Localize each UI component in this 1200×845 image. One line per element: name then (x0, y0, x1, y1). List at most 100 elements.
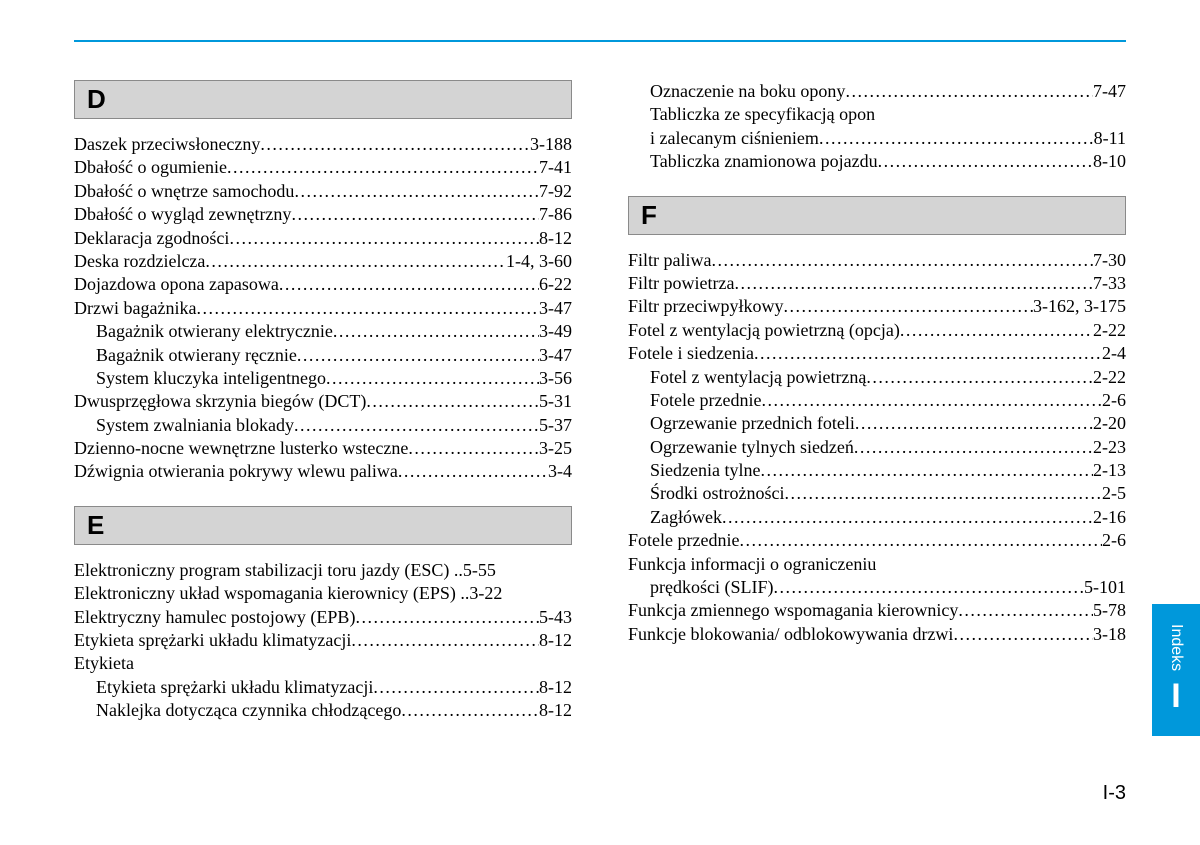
leader-dots (761, 389, 1102, 412)
index-entry-page: 2-22 (1093, 319, 1126, 342)
index-entry-page: 2-23 (1093, 436, 1126, 459)
index-entry: Fotele przednie 2-6 (628, 389, 1126, 412)
index-entry: Elektroniczny program stabilizacji toru … (74, 559, 572, 582)
index-entry-page: 5-101 (1084, 576, 1126, 599)
index-entry: Filtr powietrza7-33 (628, 272, 1126, 295)
leader-dots (739, 529, 1102, 552)
index-entry-page: 2-22 (1093, 366, 1126, 389)
index-section-header: F (628, 196, 1126, 235)
index-entry-label: Zagłówek (650, 506, 722, 529)
leader-dots (279, 273, 539, 296)
index-entry-page: 7-33 (1093, 272, 1126, 295)
index-entry: Dźwignia otwierania pokrywy wlewu paliwa… (74, 460, 572, 483)
index-entry-label: Filtr paliwa (628, 249, 712, 272)
index-entry: Fotele i siedzenia2-4 (628, 342, 1126, 365)
index-entry-label: Funkcja zmiennego wspomagania kierownicy (628, 599, 958, 622)
side-tab-label: Indeks (1167, 624, 1185, 671)
index-entry-page: 3-4 (548, 460, 572, 483)
index-entry-page: 3-162, 3-175 (1033, 295, 1126, 318)
index-entry-page: 3-18 (1093, 623, 1126, 646)
index-entry-page: 2-5 (1102, 482, 1126, 505)
index-section-header: E (74, 506, 572, 545)
index-entry: Etykieta (74, 652, 572, 675)
index-entry: Ogrzewanie tylnych siedzeń 2-23 (628, 436, 1126, 459)
index-entry-page: 8-12 (539, 629, 572, 652)
index-entry: Etykieta sprężarki układu klimatyzacji8-… (74, 676, 572, 699)
leader-dots (760, 459, 1093, 482)
index-entry-page: 2-6 (1102, 389, 1126, 412)
side-tab: Indeks I (1152, 604, 1200, 736)
index-entry: Filtr przeciwpyłkowy3-162, 3-175 (628, 295, 1126, 318)
index-entry: Funkcje blokowania/ odblokowywania drzwi… (628, 623, 1126, 646)
leader-dots (773, 576, 1084, 599)
index-entry-page: 5-37 (539, 414, 572, 437)
index-entry-label: Elektryczny hamulec postojowy (EPB) (74, 606, 355, 629)
index-entry-page: 3-47 (539, 297, 572, 320)
index-entry-page: 5-78 (1093, 599, 1126, 622)
leader-dots (373, 676, 539, 699)
index-entry-label: Bagażnik otwierany elektrycznie (96, 320, 333, 343)
index-entry-page: 2-13 (1093, 459, 1126, 482)
index-entry-page: 8-11 (1094, 127, 1126, 150)
index-entry-label: Etykieta (74, 652, 134, 675)
index-entry-label: Drzwi bagażnika (74, 297, 196, 320)
index-entry: Dwusprzęgłowa skrzynia biegów (DCT)5-31 (74, 390, 572, 413)
index-entry-label: Oznaczenie na boku opony (650, 80, 845, 103)
index-entry: Bagażnik otwierany ręcznie3-47 (74, 344, 572, 367)
index-entry-label: Tabliczka ze specyfikacją opon (650, 103, 875, 126)
leader-dots (712, 249, 1094, 272)
index-entry: Tabliczka znamionowa pojazdu 8-10 (628, 150, 1126, 173)
leader-dots (398, 460, 548, 483)
leader-dots (855, 412, 1093, 435)
index-entry-page: 7-86 (539, 203, 572, 226)
leader-dots (866, 366, 1093, 389)
leader-dots (366, 390, 539, 413)
index-entry-label: Fotele przednie (650, 389, 761, 412)
index-entry-label: Etykieta sprężarki układu klimatyzacji (74, 629, 351, 652)
index-entry-page: 7-30 (1093, 249, 1126, 272)
index-entry: Deklaracja zgodności8-12 (74, 227, 572, 250)
index-entry: Dbałość o wnętrze samochodu7-92 (74, 180, 572, 203)
index-entry: Ogrzewanie przednich foteli2-20 (628, 412, 1126, 435)
index-entry: Elektryczny hamulec postojowy (EPB)5-43 (74, 606, 572, 629)
index-entry: prędkości (SLIF)5-101 (628, 576, 1126, 599)
index-entry: Tabliczka ze specyfikacją opon (628, 103, 1126, 126)
index-entry-label: System kluczyka inteligentnego (96, 367, 326, 390)
index-entry-page: 5-55 (463, 559, 496, 582)
index-entry: Środki ostrożności 2-5 (628, 482, 1126, 505)
index-entry-label: Dbałość o wnętrze samochodu (74, 180, 294, 203)
index-entry-page: 3-25 (539, 437, 572, 460)
index-entry-page: 8-12 (539, 699, 572, 722)
index-entry-label: Elektroniczny program stabilizacji toru … (74, 559, 463, 582)
index-entry-label: Fotel z wentylacją powietrzną (650, 366, 866, 389)
leader-dots (294, 414, 539, 437)
index-entry-label: Środki ostrożności (650, 482, 785, 505)
index-entry-page: 7-41 (539, 156, 572, 179)
index-entry-label: Funkcje blokowania/ odblokowywania drzwi (628, 623, 953, 646)
index-entry: Filtr paliwa 7-30 (628, 249, 1126, 272)
index-entry: Deska rozdzielcza1-4, 3-60 (74, 250, 572, 273)
leader-dots (229, 227, 539, 250)
index-entry-page: 5-31 (539, 390, 572, 413)
index-entry: Dzienno-nocne wewnętrzne lusterko wstecz… (74, 437, 572, 460)
index-entry-label: Tabliczka znamionowa pojazdu (650, 150, 878, 173)
index-entry-page: 2-20 (1093, 412, 1126, 435)
leader-dots (297, 344, 539, 367)
index-entry-label: Siedzenia tylne (650, 459, 760, 482)
leader-dots (351, 629, 539, 652)
index-entry: Fotel z wentylacją powietrzną 2-22 (628, 366, 1126, 389)
leader-dots (854, 436, 1093, 459)
leader-dots (401, 699, 539, 722)
leader-dots (953, 623, 1093, 646)
index-entry-page: 8-12 (539, 227, 572, 250)
leader-dots (260, 133, 530, 156)
index-entry-label: Dojazdowa opona zapasowa (74, 273, 279, 296)
index-entry-label: Daszek przeciwsłoneczny (74, 133, 260, 156)
leader-dots (734, 272, 1093, 295)
index-entry-page: 8-10 (1093, 150, 1126, 173)
index-entry: Etykieta sprężarki układu klimatyzacji 8-… (74, 629, 572, 652)
leader-dots (355, 606, 539, 629)
index-entry: Fotele przednie2-6 (628, 529, 1126, 552)
index-entry-label: Ogrzewanie tylnych siedzeń (650, 436, 854, 459)
index-entry: Funkcja informacji o ograniczeniu (628, 553, 1126, 576)
